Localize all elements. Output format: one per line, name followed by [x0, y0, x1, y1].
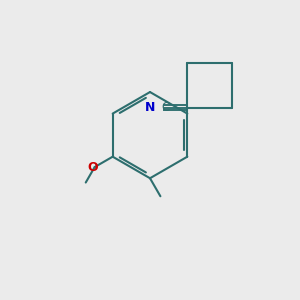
- Text: N: N: [145, 101, 155, 114]
- Text: O: O: [88, 160, 98, 174]
- Text: C: C: [161, 101, 170, 114]
